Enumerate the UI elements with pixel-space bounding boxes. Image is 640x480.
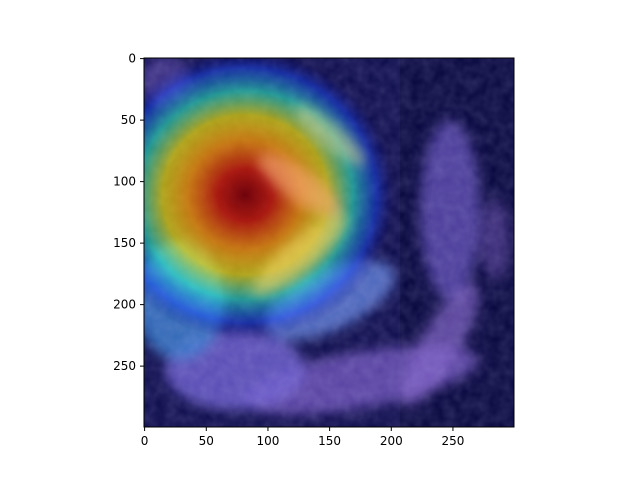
y-tick-label: 200 bbox=[113, 298, 136, 312]
x-tick-label: 100 bbox=[256, 434, 279, 448]
heat-hotspot bbox=[144, 58, 395, 340]
y-axis: 0 50 100 150 200 250 bbox=[113, 52, 144, 373]
x-tick-label: 50 bbox=[199, 434, 214, 448]
x-tick-label: 150 bbox=[318, 434, 341, 448]
heatmap-image bbox=[144, 58, 514, 427]
y-tick-label: 0 bbox=[128, 52, 136, 66]
y-tick-label: 100 bbox=[113, 175, 136, 189]
x-axis: 0 50 100 150 200 250 bbox=[141, 427, 464, 448]
x-tick-label: 200 bbox=[380, 434, 403, 448]
plot-frame bbox=[143, 57, 515, 428]
x-tick-label: 250 bbox=[441, 434, 464, 448]
y-tick-label: 250 bbox=[113, 359, 136, 373]
y-tick-label: 150 bbox=[113, 236, 136, 250]
x-tick-label: 0 bbox=[141, 434, 149, 448]
hotspot-arms bbox=[252, 104, 366, 296]
y-tick-label: 50 bbox=[121, 113, 136, 127]
